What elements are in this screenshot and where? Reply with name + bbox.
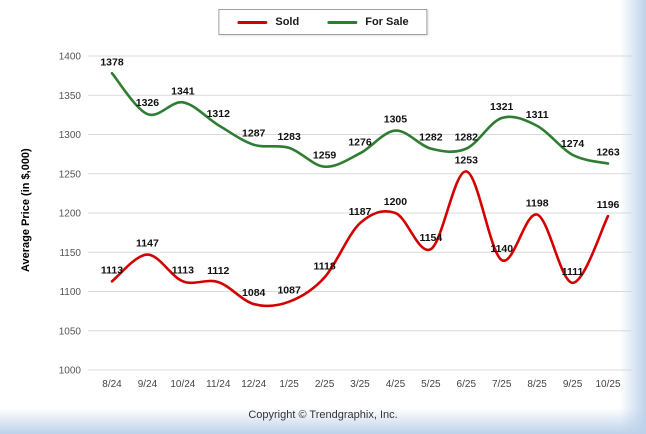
svg-text:5/25: 5/25 <box>421 379 441 390</box>
svg-text:1263: 1263 <box>596 147 620 159</box>
legend-label-sold: Sold <box>275 16 300 28</box>
svg-text:1276: 1276 <box>348 136 372 148</box>
svg-text:1100: 1100 <box>59 287 81 298</box>
for-sale-line-swatch <box>327 20 358 24</box>
y-axis-title: Average Price (in $,000) <box>20 148 32 272</box>
legend-item-sold: Sold <box>237 16 299 28</box>
svg-text:1/25: 1/25 <box>279 379 299 390</box>
svg-text:1400: 1400 <box>59 52 82 63</box>
svg-text:1305: 1305 <box>384 114 408 126</box>
svg-text:1300: 1300 <box>59 130 82 141</box>
svg-text:1084: 1084 <box>242 287 266 299</box>
sold-line-swatch <box>237 20 268 24</box>
svg-text:1287: 1287 <box>242 128 266 140</box>
svg-text:1196: 1196 <box>597 199 620 211</box>
svg-text:1154: 1154 <box>419 232 442 244</box>
legend: Sold For Sale <box>218 9 428 35</box>
svg-text:1087: 1087 <box>277 285 301 297</box>
svg-text:1187: 1187 <box>349 206 372 218</box>
svg-text:1250: 1250 <box>59 169 82 180</box>
svg-text:1112: 1112 <box>207 265 229 277</box>
svg-text:1321: 1321 <box>490 101 514 113</box>
svg-text:10/25: 10/25 <box>595 379 620 390</box>
svg-text:1312: 1312 <box>207 108 231 120</box>
svg-text:1118: 1118 <box>313 260 335 272</box>
legend-item-for-sale: For Sale <box>327 16 409 28</box>
svg-text:10/24: 10/24 <box>170 379 195 390</box>
svg-text:1274: 1274 <box>561 138 585 150</box>
svg-text:1150: 1150 <box>59 248 81 259</box>
svg-text:1259: 1259 <box>313 150 337 162</box>
svg-text:1378: 1378 <box>100 56 124 68</box>
svg-text:1200: 1200 <box>59 209 82 220</box>
svg-text:1283: 1283 <box>277 131 301 143</box>
svg-text:1147: 1147 <box>136 238 159 250</box>
svg-text:1140: 1140 <box>490 243 513 255</box>
svg-text:1200: 1200 <box>384 196 408 208</box>
svg-text:1282: 1282 <box>419 132 443 144</box>
svg-text:1198: 1198 <box>526 198 549 210</box>
svg-text:1113: 1113 <box>172 264 194 276</box>
copyright-text: Copyright © Trendgraphix, Inc. <box>248 409 398 421</box>
svg-text:1253: 1253 <box>455 154 479 166</box>
svg-text:7/25: 7/25 <box>492 379 512 390</box>
svg-text:1341: 1341 <box>171 85 195 97</box>
svg-text:3/25: 3/25 <box>350 379 370 390</box>
svg-text:8/24: 8/24 <box>102 379 122 390</box>
svg-text:11/24: 11/24 <box>206 379 231 390</box>
svg-text:12/24: 12/24 <box>241 379 266 390</box>
chart-canvas: 1000 1050 1100 1150 1200 1250 1300 1350 1400 8/24… <box>59 52 632 390</box>
svg-text:1111: 1111 <box>562 266 584 278</box>
frame-gradient-right <box>620 0 646 434</box>
svg-text:9/24: 9/24 <box>138 379 158 390</box>
svg-text:2/25: 2/25 <box>315 379 335 390</box>
svg-text:6/25: 6/25 <box>457 379 477 390</box>
svg-text:8/25: 8/25 <box>527 379 547 390</box>
svg-text:1113: 1113 <box>101 264 123 276</box>
svg-text:1282: 1282 <box>455 132 479 144</box>
svg-text:1350: 1350 <box>59 91 82 102</box>
svg-text:1050: 1050 <box>59 326 82 337</box>
svg-text:1326: 1326 <box>136 97 160 109</box>
frame-gradient-bottom <box>0 408 646 434</box>
svg-text:1000: 1000 <box>59 366 82 377</box>
svg-text:1311: 1311 <box>526 109 549 121</box>
svg-text:4/25: 4/25 <box>386 379 406 390</box>
legend-label-for-sale: For Sale <box>365 16 409 28</box>
svg-text:9/25: 9/25 <box>563 379 583 390</box>
